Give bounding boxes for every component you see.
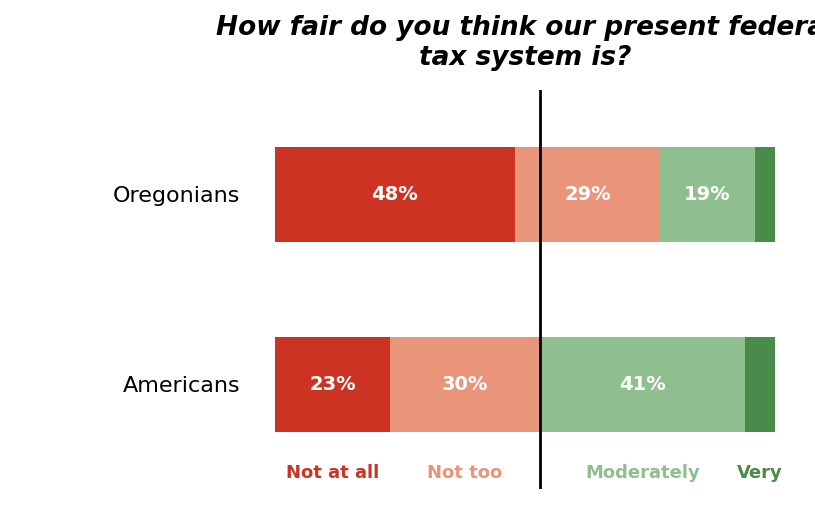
Bar — [660, 147, 755, 242]
Bar — [540, 337, 745, 431]
Bar — [275, 147, 515, 242]
Text: 41%: 41% — [619, 375, 666, 394]
Bar — [390, 337, 540, 431]
Text: Very: Very — [737, 464, 783, 482]
Text: Not too: Not too — [427, 464, 503, 482]
Text: Not at all: Not at all — [286, 464, 379, 482]
Text: Moderately: Moderately — [585, 464, 700, 482]
Text: 23%: 23% — [309, 375, 355, 394]
Bar — [275, 337, 390, 431]
Bar — [755, 147, 775, 242]
Text: 29%: 29% — [564, 185, 610, 204]
Title: How fair do you think our present federal
tax system is?: How fair do you think our present federa… — [216, 15, 815, 71]
Text: 30%: 30% — [442, 375, 488, 394]
Bar — [515, 147, 660, 242]
Bar — [745, 337, 775, 431]
Text: 19%: 19% — [684, 185, 731, 204]
Text: 48%: 48% — [372, 185, 418, 204]
